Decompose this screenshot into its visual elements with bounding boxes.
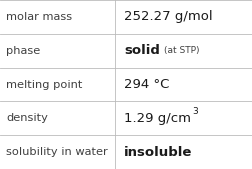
Text: solubility in water: solubility in water bbox=[6, 147, 108, 157]
Text: molar mass: molar mass bbox=[6, 12, 72, 22]
Text: 3: 3 bbox=[193, 107, 198, 116]
Text: melting point: melting point bbox=[6, 79, 83, 90]
Text: (at STP): (at STP) bbox=[164, 46, 199, 55]
Text: density: density bbox=[6, 113, 48, 123]
Text: insoluble: insoluble bbox=[124, 146, 193, 159]
Text: phase: phase bbox=[6, 46, 41, 56]
Text: 252.27 g/mol: 252.27 g/mol bbox=[124, 10, 213, 23]
Text: 1.29 g/cm: 1.29 g/cm bbox=[124, 112, 191, 125]
Text: solid: solid bbox=[124, 44, 160, 57]
Text: 294 °C: 294 °C bbox=[124, 78, 170, 91]
